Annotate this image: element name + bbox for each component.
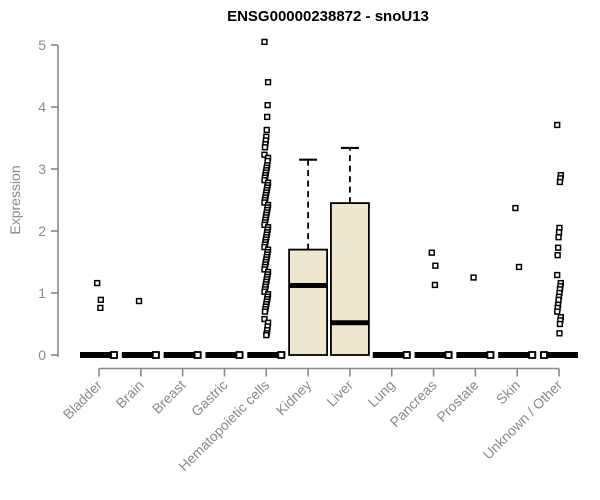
collapsed-box-bladder — [80, 352, 118, 358]
outlier-point — [432, 262, 439, 269]
collapsed-box-lung — [372, 352, 411, 358]
outlier-point — [554, 271, 561, 279]
zero-outlier-point — [235, 351, 244, 359]
outlier-point — [264, 113, 271, 121]
outlier-point — [263, 332, 270, 339]
y-tick-label: 5 — [38, 37, 46, 53]
outlier-point — [431, 281, 439, 289]
y-tick-label: 0 — [38, 347, 46, 363]
y-tick-label: 4 — [38, 99, 46, 115]
zero-outlier-point — [151, 351, 160, 359]
chart-title: ENSG00000238872 - snoU13 — [227, 8, 429, 25]
zero-outlier-point — [277, 351, 286, 359]
outlier-point — [554, 308, 561, 315]
zero-outlier-point — [193, 351, 202, 359]
x-tick-label-breast: Breast — [149, 377, 189, 417]
outlier-point — [94, 279, 101, 287]
outlier-point — [261, 144, 269, 151]
outlier-point — [555, 296, 562, 303]
outlier-point — [555, 229, 563, 236]
outlier-point — [554, 244, 562, 251]
zero-outlier-point — [540, 351, 548, 359]
x-tick-label-kidney: Kidney — [273, 377, 315, 419]
outlier-point — [470, 274, 477, 281]
x-tick-label-prostate: Prostate — [433, 377, 481, 425]
x-tick-label-bladder: Bladder — [60, 377, 106, 423]
zero-outlier-point — [444, 351, 453, 359]
y-axis-title: Expression — [7, 165, 23, 234]
outlier-point — [97, 296, 104, 303]
y-tick-label: 1 — [38, 285, 46, 301]
x-tick-label-liver: Liver — [323, 377, 356, 410]
outlier-point — [135, 297, 143, 305]
x-tick-label-skin: Skin — [493, 377, 524, 408]
outlier-point — [512, 204, 519, 212]
outlier-point — [556, 178, 564, 186]
zero-outlier-point — [486, 351, 495, 359]
outlier-point — [554, 252, 561, 259]
outlier-point — [263, 126, 270, 134]
collapsed-box-pancreas — [414, 352, 453, 358]
zero-outlier-point — [402, 351, 411, 359]
collapsed-box-gastric — [205, 352, 244, 358]
outlier-point — [556, 330, 563, 337]
collapsed-box-skin — [498, 352, 537, 358]
outlier-point — [264, 101, 271, 109]
zero-outlier-point — [110, 351, 118, 359]
outlier-point — [556, 320, 564, 328]
collapsed-box-hematopoietic-cells — [247, 352, 286, 358]
outlier-point — [97, 304, 104, 312]
x-tick-label-lung: Lung — [365, 377, 398, 410]
zero-outlier-point — [528, 351, 537, 359]
x-tick-label-brain: Brain — [113, 377, 147, 411]
collapsed-box-unknown-other — [540, 352, 579, 358]
outlier-point — [555, 234, 562, 241]
collapsed-box-prostate — [456, 352, 495, 358]
outlier-point — [261, 308, 269, 315]
outlier-point — [261, 38, 268, 46]
y-tick-label: 2 — [38, 223, 46, 239]
outlier-point — [261, 315, 268, 323]
x-tick-label-unknown-other: Unknown / Other — [480, 377, 566, 463]
box-liver — [330, 202, 370, 356]
collapsed-box-breast — [163, 352, 202, 358]
outlier-point — [264, 79, 272, 86]
outlier-point — [428, 249, 435, 256]
collapsed-box-brain — [121, 352, 160, 358]
outlier-point — [515, 263, 523, 271]
y-tick-label: 3 — [38, 161, 46, 177]
outlier-point — [554, 121, 561, 129]
box-kidney — [288, 248, 329, 356]
